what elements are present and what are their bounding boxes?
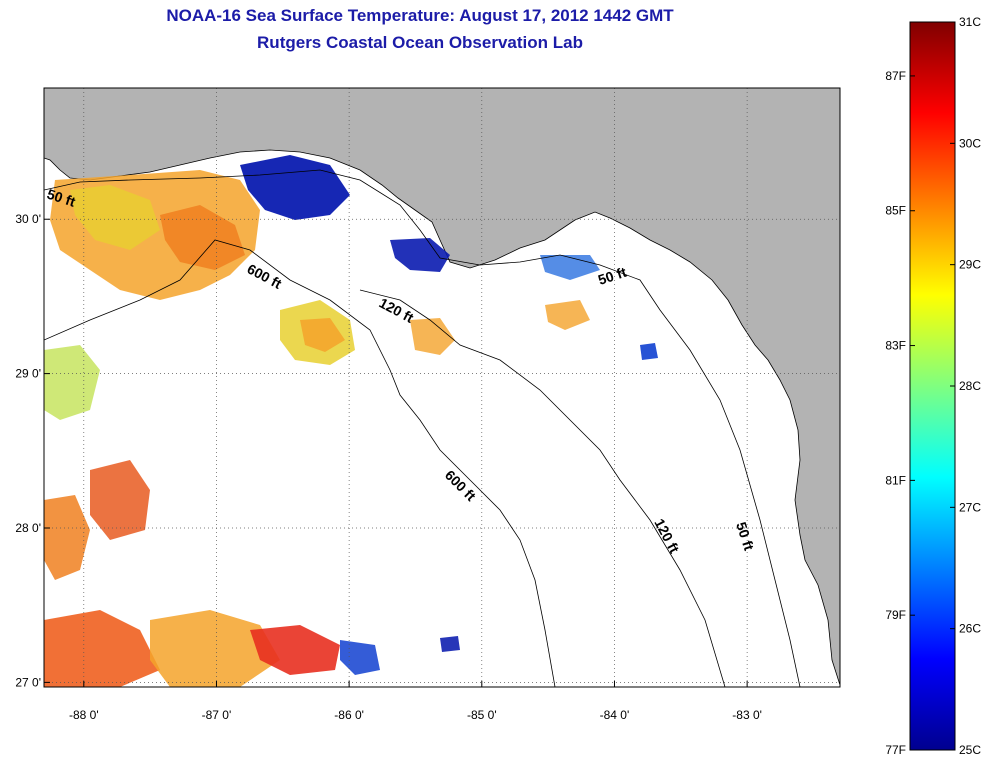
map-frame xyxy=(43,87,841,688)
map-title: NOAA-16 Sea Surface Temperature: August … xyxy=(166,6,674,25)
land-mass xyxy=(44,88,840,686)
colorbar-f-label: 87F xyxy=(885,69,906,83)
lat-lon-grid xyxy=(44,88,840,687)
colorbar-f-label: 77F xyxy=(885,743,906,757)
colorbar xyxy=(909,21,956,751)
lon-tick-label: -86 0' xyxy=(334,708,364,722)
lat-tick-label: 30 0' xyxy=(15,212,41,226)
colorbar-c-label: 29C xyxy=(959,258,981,272)
colorbar-labels: 31C 30C 29C 28C 27C 26C 25C 87F 85F 83F 81F 79F 77F xyxy=(885,15,981,757)
lon-tick-label: -88 0' xyxy=(69,708,99,722)
lon-tick-label: -85 0' xyxy=(467,708,497,722)
colorbar-c-label: 27C xyxy=(959,500,981,514)
lon-tick-label: -84 0' xyxy=(600,708,630,722)
colorbar-f-label: 83F xyxy=(885,339,906,353)
lat-tick-label: 29 0' xyxy=(15,367,41,381)
colorbar-f-label: 81F xyxy=(885,473,906,487)
lon-tick-label: -87 0' xyxy=(202,708,232,722)
lon-tick-label: -83 0' xyxy=(732,708,762,722)
colorbar-c-label: 30C xyxy=(959,136,981,150)
map-subtitle: Rutgers Coastal Ocean Observation Lab xyxy=(257,33,583,52)
lat-tick-label: 27 0' xyxy=(15,675,41,689)
colorbar-c-label: 31C xyxy=(959,15,981,29)
sst-data-layer xyxy=(44,155,658,687)
colorbar-f-label: 79F xyxy=(885,608,906,622)
lat-tick-label: 28 0' xyxy=(15,521,41,535)
colorbar-c-label: 26C xyxy=(959,622,981,636)
map-axes: -88 0' -87 0' -86 0' -85 0' -84 0' -83 0' 27 0… xyxy=(15,212,762,722)
colorbar-f-label: 85F xyxy=(885,204,906,218)
colorbar-c-label: 28C xyxy=(959,379,981,393)
depth-contours xyxy=(44,169,801,687)
colorbar-c-label: 25C xyxy=(959,743,981,757)
